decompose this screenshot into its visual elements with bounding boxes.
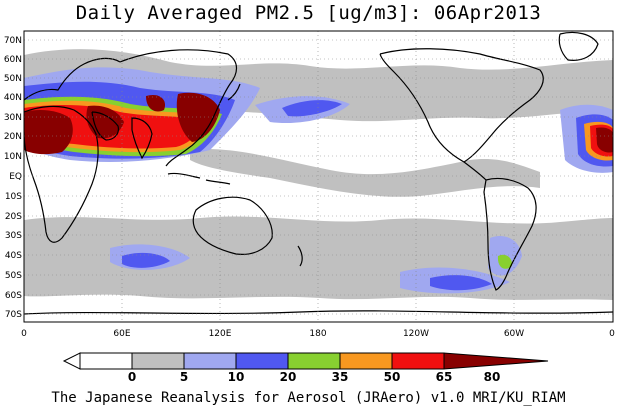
lon-label: 0 — [609, 329, 615, 339]
grey-field-tropics — [190, 149, 540, 197]
coastline-northamerica — [379, 48, 544, 163]
lat-label: 30N — [4, 113, 22, 123]
longitude-axis: 0 60E 120E 180 120W 60W 0 — [21, 329, 615, 339]
coastline-asia-east — [119, 49, 238, 167]
blue-field-southpac — [430, 275, 492, 291]
footer-credit: The Japanese Reanalysis for Aerosol (JRA… — [51, 390, 566, 406]
darkred-field-china — [176, 92, 220, 142]
colorbar-label: 50 — [384, 370, 401, 384]
colorbar-label: 65 — [436, 370, 453, 384]
lat-label: 10S — [5, 192, 22, 202]
colorbar-arrow-right — [443, 352, 549, 370]
lat-label: 70N — [4, 36, 22, 46]
coastline-japan — [227, 83, 241, 101]
colorbar-label: 10 — [228, 370, 245, 384]
darkred-field-tibet — [146, 94, 166, 112]
coastline-southamerica — [483, 177, 537, 291]
darkred-field-atlantic — [596, 127, 613, 153]
coastline-antarctica — [24, 310, 613, 315]
coastline-arabia — [91, 111, 119, 141]
coastline-india — [131, 117, 153, 160]
map-title: Daily Averaged PM2.5 [ug/m3]: 06Apr2013 — [75, 2, 542, 24]
colorbar-bin-20-35 — [235, 352, 289, 370]
colorbar-label: 5 — [180, 370, 188, 384]
colorbar-bin-5-10 — [131, 352, 185, 370]
coastline-europe — [24, 57, 121, 101]
lat-label: 60S — [5, 291, 22, 301]
coastline-africa — [24, 105, 99, 243]
blue-field-indian-ocean — [122, 252, 170, 268]
lat-label: EQ — [9, 172, 22, 182]
lat-label: 10N — [4, 152, 22, 162]
green-field-southamerica — [497, 254, 513, 269]
colorbar: 0 5 10 20 35 50 65 80 — [62, 352, 549, 384]
lat-label: 40S — [5, 251, 22, 261]
lon-label: 0 — [21, 329, 27, 339]
colorbar-label: 35 — [332, 370, 349, 384]
lon-label: 60W — [504, 329, 524, 339]
coastline-greenland — [558, 31, 599, 61]
colorbar-bin-10-20 — [183, 352, 237, 370]
blue-field-pacific-jet — [282, 100, 342, 117]
lat-label: 50S — [5, 271, 22, 281]
colorbar-bin-50-65 — [339, 352, 393, 370]
coastline-newzealand — [297, 245, 303, 267]
gridlines — [24, 31, 613, 322]
coastline-australia — [192, 196, 273, 255]
lon-label: 60E — [113, 329, 130, 339]
lon-label: 120W — [403, 329, 429, 339]
colorbar-arrow-left — [62, 352, 81, 370]
lat-label: 60N — [4, 55, 22, 65]
lat-label: 20N — [4, 132, 22, 142]
colorbar-label: 20 — [280, 370, 297, 384]
lon-label: 180 — [309, 329, 326, 339]
lat-label: 20S — [5, 212, 22, 222]
lat-label: 50N — [4, 74, 22, 84]
darkred-field-sahara — [24, 110, 73, 155]
lat-label: 70S — [5, 310, 22, 320]
darkred-field-arabia — [86, 105, 124, 139]
lon-label: 120E — [209, 329, 232, 339]
coastline-central-america — [463, 161, 487, 181]
colorbar-bin-0-5 — [79, 352, 133, 370]
colorbar-bin-65-80 — [391, 352, 445, 370]
map-frame — [23, 30, 614, 323]
latitude-axis: 70N 60N 50N 40N 30N 20N 10N EQ 10S 20S 3… — [4, 36, 22, 320]
colorbar-label: 0 — [128, 370, 136, 384]
colorbar-label: 80 — [484, 370, 501, 384]
coastlines — [24, 31, 613, 315]
lat-label: 30S — [5, 231, 22, 241]
lat-label: 40N — [4, 93, 22, 103]
colorbar-bin-35-50 — [287, 352, 341, 370]
concentration-fields — [24, 49, 613, 300]
coastline-indonesia — [167, 172, 231, 185]
